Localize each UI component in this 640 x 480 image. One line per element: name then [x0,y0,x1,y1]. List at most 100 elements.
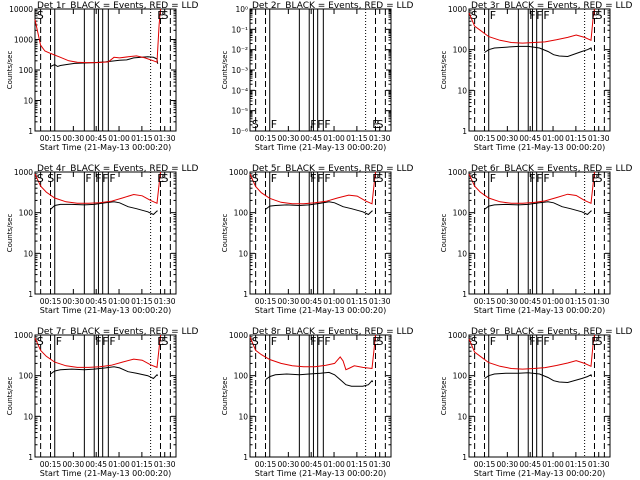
ytick-label: 10 [238,249,248,258]
panel-det-3r: Det 3r BLACK = Events, RED = LLD 1 10 100 100… [440,1,632,152]
flag-label: F [529,172,535,185]
ytick-label: 1 [462,453,467,462]
x-axis-label: Start Time (21-May-13 00:00:20) [474,469,605,478]
series-line-lld [468,171,595,205]
ytick-label: 10 [238,412,248,421]
panel-title: Det 5r BLACK = Events, RED = LLD [252,164,413,174]
flag-label: E [591,335,598,348]
xtick-label: 01:30 [154,460,176,469]
x-axis-label: Start Time (21-May-13 00:00:20) [255,143,386,152]
xtick-label: 01:00 [323,297,345,306]
x-axis-label: Start Time (21-May-13 00:00:20) [255,469,386,478]
xtick-label: 01:00 [323,460,345,469]
series-line-events [484,372,593,384]
ytick-label: 1 [28,453,33,462]
xtick-label: 01:30 [369,297,391,306]
xtick-label: 01:15 [346,297,368,306]
flag-label: F [95,172,101,185]
panel-det-9r: Det 9r BLACK = Events, RED = LLD 1 10 100 100… [440,327,632,478]
flag-label: E [157,9,164,22]
xtick-label: 01:15 [346,460,368,469]
series-line-lld [34,171,161,205]
xtick-label: 00:15 [474,297,496,306]
plot-frame [249,171,392,295]
xtick-label: 00:30 [497,134,519,143]
ytick-label: 1000 [448,5,467,14]
plot-frame [34,8,177,132]
ytick-label: 1 [462,127,467,136]
series-line-lld [468,8,595,44]
panel-title-det: Det 5r [252,164,281,174]
plot-frame [468,8,611,132]
ytick-label: 10⁻³ [231,66,248,75]
y-axis-label: Counts/sec [440,51,448,90]
xtick-label: 00:30 [497,460,519,469]
xtick-label: 01:30 [369,134,391,143]
xtick-label: 00:30 [278,297,300,306]
xtick-label: 01:00 [542,134,564,143]
flag-label: S [161,9,168,22]
flag-label: E [157,172,164,185]
flag-label: E [591,9,598,22]
xtick-label: 00:15 [40,134,62,143]
x-axis-label: Start Time (21-May-13 00:00:20) [40,469,171,478]
panel-title-det: Det 7r [37,327,66,337]
flag-label: F [271,335,277,348]
y-axis-label: Counts/sec [221,214,229,253]
xtick-label: 01:30 [369,460,391,469]
xtick-label: 01:30 [588,134,610,143]
panel-title-det: Det 1r [37,1,66,11]
panel-title-det: Det 3r [471,1,500,11]
xtick-label: 01:15 [346,134,368,143]
flag-label: F [317,118,323,131]
flag-label: F [109,172,115,185]
xtick-label: 00:30 [63,460,85,469]
series-line-lld [34,8,161,64]
xtick-label: 01:00 [542,460,564,469]
x-axis-label: Start Time (21-May-13 00:00:20) [40,143,171,152]
panel-det-6r: Det 6r BLACK = Events, RED = LLD 1 10 100 100… [440,164,632,315]
ytick-label: 10⁻⁴ [231,86,248,95]
xtick-label: 01:15 [131,460,153,469]
xtick-label: 00:30 [497,297,519,306]
ytick-label: 100 [453,372,468,381]
ytick-label: 10000 [9,5,33,14]
xtick-label: 00:45 [300,460,322,469]
flag-label: F [310,118,316,131]
panel-title-det: Det 8r [252,327,281,337]
ytick-label: 100 [19,66,34,75]
flag-label: S [161,172,168,185]
flag-label: F [271,172,277,185]
y-axis-label: Counts/sec [440,214,448,253]
xtick-label: 01:00 [323,134,345,143]
panel-title: Det 4r BLACK = Events, RED = LLD [37,164,198,174]
ytick-label: 1 [462,290,467,299]
xtick-label: 00:45 [519,134,541,143]
flag-label: F [490,335,496,348]
panel-det-2r: Det 2r BLACK = Events, RED = LLD 10⁻⁶ 10⁻⁵ 1… [221,1,413,152]
ytick-label: 1 [243,290,248,299]
xtick-label: 01:00 [108,134,130,143]
xtick-label: 01:30 [588,297,610,306]
ytick-label: 1000 [14,168,33,177]
ytick-label: 100 [19,372,34,381]
xtick-label: 01:00 [108,297,130,306]
flag-label: S [376,335,383,348]
panel-title-legend: BLACK = Events, RED = LLD [70,327,198,337]
panel-title-legend: BLACK = Events, RED = LLD [70,164,198,174]
x-axis-label: Start Time (21-May-13 00:00:20) [40,306,171,315]
xtick-label: 01:30 [154,297,176,306]
series-line-lld [34,334,161,369]
panel-title-det: Det 6r [471,164,500,174]
flag-label: F [310,335,316,348]
panel-title: Det 2r BLACK = Events, RED = LLD [252,1,413,11]
panel-title: Det 7r BLACK = Events, RED = LLD [37,327,198,337]
xtick-label: 00:45 [519,297,541,306]
plot-frame [249,334,392,458]
series-line-events [265,371,374,387]
x-axis-label: Start Time (21-May-13 00:00:20) [474,306,605,315]
ytick-label: 1000 [14,331,33,340]
panel-title-det: Det 4r [37,164,66,174]
y-axis-label: Counts/sec [221,51,229,90]
xtick-label: 00:15 [40,460,62,469]
